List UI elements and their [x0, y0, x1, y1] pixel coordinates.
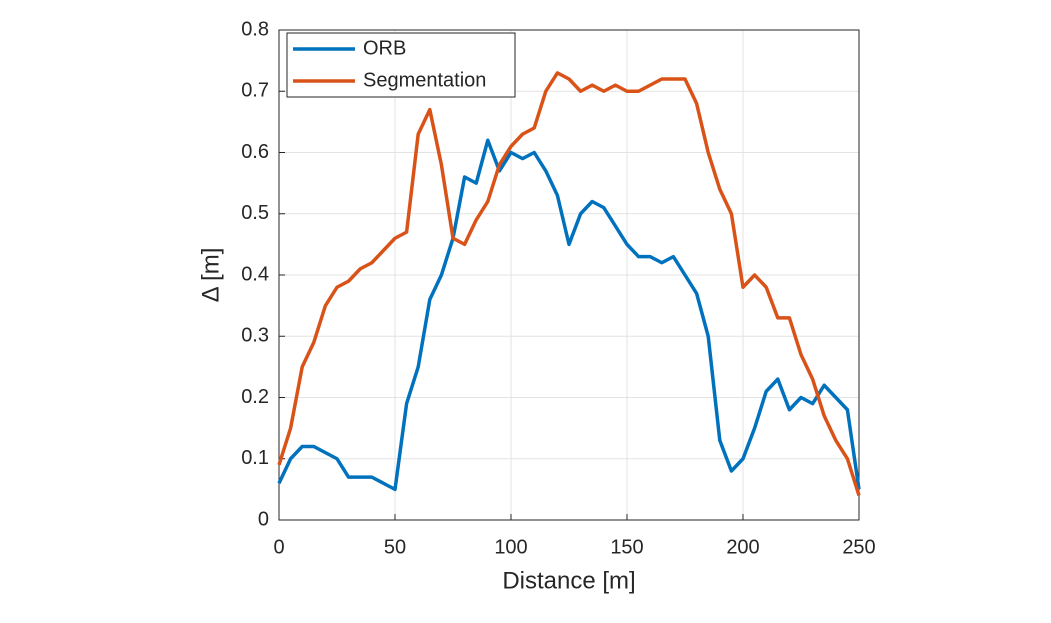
- y-tick-label: 0.5: [241, 202, 269, 224]
- x-tick-label: 150: [610, 536, 643, 558]
- y-tick-label: 0.6: [241, 141, 269, 163]
- x-axis-label: Distance [m]: [502, 567, 635, 594]
- y-tick-label: 0.1: [241, 447, 269, 469]
- y-axis-label: Δ [m]: [197, 248, 224, 303]
- legend-label: Segmentation: [363, 69, 486, 91]
- legend-label: ORB: [363, 37, 406, 59]
- legend: ORB Segmentation: [286, 32, 516, 98]
- y-tick-label: 0.7: [241, 80, 269, 102]
- x-tick-label: 200: [726, 536, 759, 558]
- x-tick-label: 250: [842, 536, 875, 558]
- y-tick-label: 0.3: [241, 325, 269, 347]
- x-tick-label: 0: [273, 536, 284, 558]
- y-tick-label: 0: [258, 508, 269, 530]
- data-line: [277, 71, 861, 497]
- plot-frame: [278, 29, 860, 521]
- y-tick-label: 0.2: [241, 386, 269, 408]
- data-line: [277, 138, 861, 492]
- y-tick-label: 0.8: [241, 18, 269, 40]
- y-tick-label: 0.4: [241, 263, 269, 285]
- legend-box: [286, 32, 516, 98]
- x-tick-label: 100: [494, 536, 527, 558]
- x-tick-label: 50: [384, 536, 406, 558]
